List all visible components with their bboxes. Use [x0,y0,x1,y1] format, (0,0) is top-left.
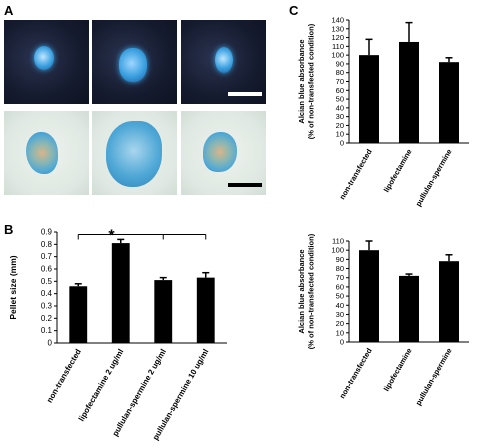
y-tick-label: 0.1 [41,326,53,335]
y-tick-label: 140 [331,16,344,25]
y-tick-label: 100 [331,51,344,60]
y-tick-label: 40 [336,103,344,112]
y-tick-label: 0.4 [41,289,53,298]
bar [154,280,173,343]
category-label: non-transfected [338,346,374,400]
category-label: lipofectamine [382,347,414,393]
y-tick-label: 0 [340,338,344,347]
y-tick-label: 60 [336,282,344,291]
y-tick-label: 70 [336,77,344,86]
pellet [119,48,147,82]
category-label: non-transfected [338,147,374,201]
bar [439,261,459,342]
y-tick-label: 110 [332,237,344,246]
y-tick-label: 60 [336,86,344,95]
category-label: pullulan-spermine [414,148,454,208]
y-tick-label: 0.6 [41,265,53,274]
panel-label-b: B [4,222,14,237]
y-axis-label: (% of non-transfected condition) [307,233,316,349]
bar [196,277,215,343]
pellet [34,46,54,70]
photo-section-2 [92,111,177,195]
category-label: non-transfected [45,347,83,404]
photo-section-1 [4,111,89,195]
y-tick-label: 30 [336,112,344,121]
y-axis-label: Alcian blue absorbance [297,39,306,123]
y-tick-label: 90 [336,255,344,264]
scale-bar [228,183,262,187]
category-label: lipofectamine [382,148,414,194]
y-tick-label: 0.3 [41,302,53,311]
y-tick-label: 0.9 [41,228,53,237]
bar [399,41,419,143]
category-label: pullulan-spermine [414,347,454,407]
y-axis-label: Alcian blue absorbance [297,249,306,333]
y-tick-label: 90 [336,59,344,68]
y-tick-label: 10 [336,130,344,139]
y-tick-label: 110 [332,42,344,51]
y-tick-label: 0.7 [41,252,53,261]
pellet-section [203,132,237,172]
bar [111,243,130,343]
bar [359,250,379,342]
bar [399,275,419,342]
panel-label-c: C [289,3,299,18]
y-axis-label: Pellet size (mm) [8,255,18,319]
y-axis-label: (% of non-transfected condition) [307,23,316,139]
photo-pellet-2 [92,20,177,104]
scale-bar [228,92,262,96]
pellet-section [26,132,58,174]
y-tick-label: 10 [336,328,344,337]
y-tick-label: 0.5 [41,277,53,286]
bar [359,55,379,144]
bar [439,62,459,143]
y-tick-label: 20 [336,319,344,328]
y-tick-label: 80 [336,264,344,273]
y-tick-label: 100 [331,246,344,255]
y-tick-label: 120 [331,33,344,42]
y-tick-label: 70 [336,273,344,282]
y-tick-label: 0 [48,339,53,348]
photo-pellet-3 [181,20,266,104]
y-tick-label: 50 [336,292,344,301]
photo-pellet-1 [4,20,89,104]
bar [69,286,88,343]
category-label: lipofectamine 2 ug/ml [77,348,126,423]
pellet [215,47,233,73]
y-tick-label: 80 [336,68,344,77]
photo-section-3 [181,111,266,195]
y-tick-label: 40 [336,301,344,310]
y-tick-label: 50 [336,95,344,104]
y-tick-label: 20 [336,121,344,130]
y-tick-label: 0.8 [41,240,53,249]
pellet-size-chart: * 0 0.1 0.2 0.3 0.4 0.5 0.6 0.7 0.8 0.9 Pellet siz… [8,227,227,442]
y-tick-label: 130 [331,24,344,33]
y-tick-label: 0 [340,139,344,148]
panel-label-a: A [4,3,14,18]
y-tick-label: 30 [336,310,344,319]
pellet-section [106,121,162,187]
y-tick-label: 0.2 [41,314,53,323]
significance-star: * [108,227,115,244]
